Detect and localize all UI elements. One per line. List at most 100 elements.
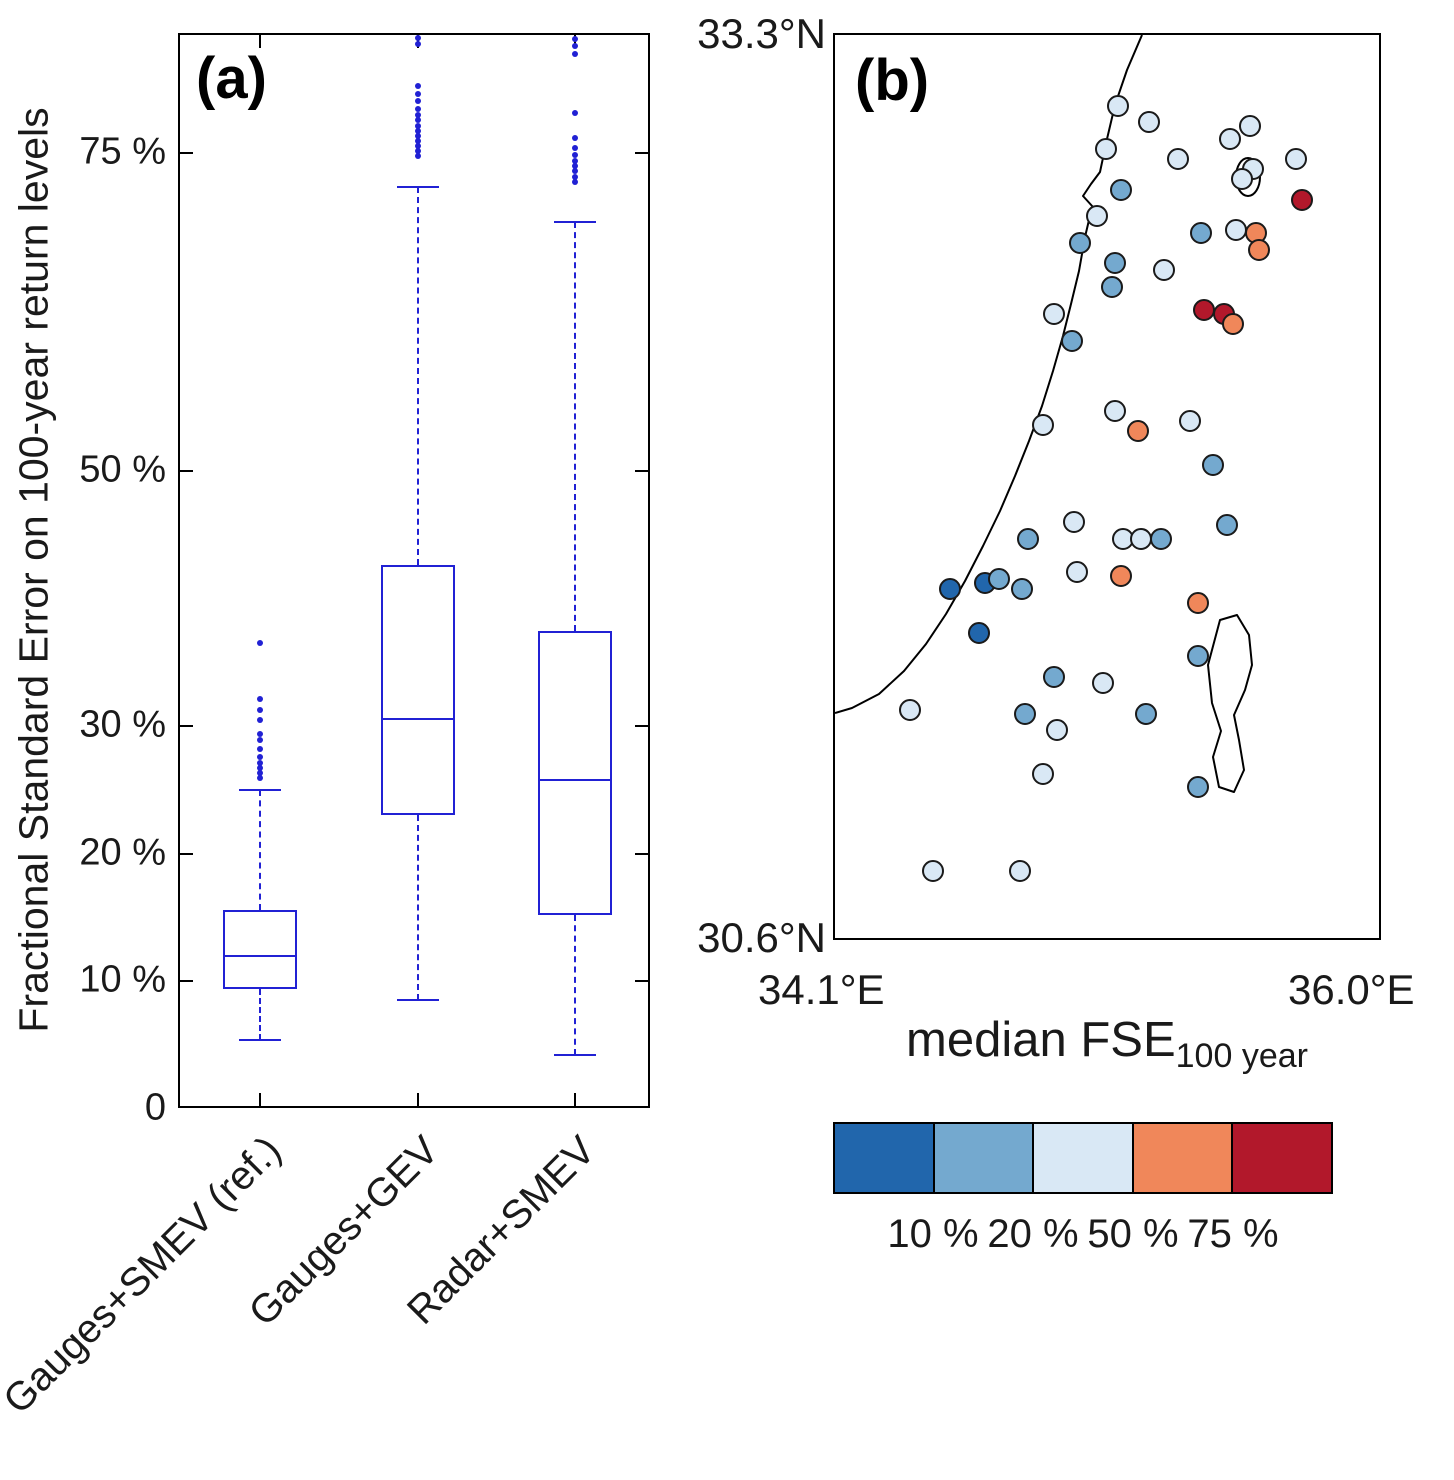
map-point [1187,591,1210,614]
lower-whisker [574,914,576,1056]
outlier-point [257,746,263,753]
map-point [1138,111,1161,134]
map-point [1109,178,1132,201]
map-area: (b) [833,33,1381,940]
map-point [1152,259,1175,282]
outlier-point [572,178,578,185]
map-point [988,568,1011,591]
map-point [1100,275,1123,298]
map-point [1224,218,1247,241]
y-tick-mark-right [635,852,648,855]
x-tick-mark [417,1093,419,1106]
whisker-cap-upper [397,185,439,188]
map-point [1216,514,1239,537]
outlier-point [415,40,421,47]
map-point [1043,302,1066,325]
map-point [1086,205,1109,228]
map-point [1239,114,1262,137]
map-point [1219,128,1242,151]
map-point [1126,420,1149,443]
map-point [1017,527,1040,550]
outlier-point [572,145,578,152]
colorbar [833,1122,1333,1194]
coastline-path [835,35,1143,714]
outlier-point [572,43,578,50]
map-point [1063,511,1086,534]
map-point [1129,527,1152,550]
map-point [1149,527,1172,550]
outlier-point [415,142,421,149]
map-point [1066,561,1089,584]
x-tick-mark [259,1093,261,1106]
map-point [1046,719,1069,742]
outlier-point [257,775,263,782]
outlier-point [257,770,263,777]
outlier-point [415,132,421,139]
map-point [1222,312,1245,335]
outlier-point [415,90,421,97]
median-line [225,954,295,957]
outlier-point [572,173,578,180]
map-point [1135,702,1158,725]
outlier-point [257,706,263,713]
map-point [1014,702,1037,725]
y-tick-mark-right [635,725,648,728]
y-tick-label: 75 % [79,130,166,173]
outlier-point [572,163,578,170]
map-lon-right-label: 36.0°E [1288,966,1415,1013]
y-tick-mark [180,725,193,728]
map-point [939,578,962,601]
map-point [1106,94,1129,117]
outlier-point [415,122,421,129]
map-point [1092,672,1115,695]
y-tick-label: 10 % [79,958,166,1001]
colorbar-title: median FSE100 year [833,1012,1381,1076]
y-tick-label: 50 % [79,448,166,491]
whisker-cap-lower [397,999,439,1002]
map-point [1178,410,1201,433]
upper-whisker [417,186,419,566]
box [538,630,612,915]
upper-whisker [574,222,576,631]
outlier-point [257,696,263,703]
outlier-point [572,168,578,175]
map-lon-left-label: 34.1°E [758,966,885,1013]
map-point [1285,148,1308,171]
y-tick-label: 20 % [79,831,166,874]
x-tick-labels: Gauges+SMEV (ref.) Gauges+GEV Radar+SMEV [0,1108,650,1468]
map-point [898,699,921,722]
colorbar-tick-label: 75 % [1187,1212,1279,1256]
map-point [1187,645,1210,668]
map-point [1031,763,1054,786]
x-tick-mark-top [259,35,261,48]
outlier-point [415,98,421,105]
panel-b-label: (b) [855,48,930,113]
outlier-point [415,127,421,134]
outlier-point [572,109,578,116]
median-line [540,778,610,781]
x-tick-mark [574,1093,576,1106]
outlier-point [415,83,421,89]
colorbar-segment [833,1122,935,1194]
outlier-point [415,112,421,119]
y-tick-mark [180,470,193,473]
map-point [1103,400,1126,423]
map-point [1043,665,1066,688]
boxplot-plot-area: (a) [178,33,650,1108]
box [223,909,297,989]
map-point [1008,860,1031,883]
colorbar-title-subscript: 100 year [1175,1036,1308,1075]
outlier-point [257,765,263,772]
map-point [1247,238,1270,261]
y-tick-mark-right [635,980,648,983]
map-point [1230,168,1253,191]
outlier-point [572,135,578,142]
outlier-point [257,730,263,737]
map-point [1190,222,1213,245]
outlier-point [572,151,578,158]
map-lat-top-label: 33.3°N [697,10,826,57]
map-point [1109,564,1132,587]
colorbar-tick-labels: 10 % 20 % 50 % 75 % [833,1212,1333,1262]
y-tick-mark [180,980,193,983]
